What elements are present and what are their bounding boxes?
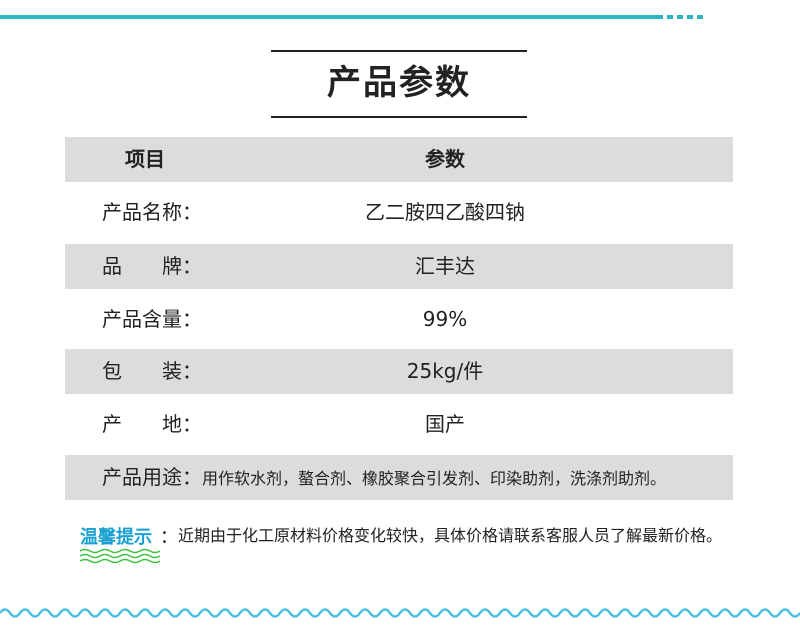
row-label: 产品含量：	[102, 307, 202, 331]
table-row: 品 牌： 汇丰达	[65, 244, 733, 289]
row-label: 包 装：	[102, 359, 202, 383]
tip-colon: ：	[160, 527, 178, 548]
table-header: 项目 参数	[65, 137, 733, 182]
header-item: 项目	[125, 147, 165, 171]
table-row: 产品名称： 乙二胺四乙酸四钠	[65, 190, 733, 235]
title-box: 产品参数	[271, 50, 527, 118]
row-label: 产 地：	[102, 412, 202, 436]
row-value: 汇丰达	[415, 254, 475, 278]
top-dash	[697, 15, 703, 19]
row-value: 25kg/件	[406, 359, 484, 383]
wave-decoration-icon	[80, 548, 160, 564]
header-param: 参数	[425, 147, 465, 171]
row-value: 乙二胺四乙酸四钠	[365, 200, 525, 224]
usage-label: 产品用途：	[102, 465, 202, 489]
table-row: 产品含量： 99%	[65, 297, 733, 342]
row-value: 国产	[425, 412, 465, 436]
table-row: 产 地： 国产	[65, 402, 733, 447]
tip-label: 温馨提示	[80, 527, 152, 548]
top-dash	[677, 15, 683, 19]
usage-row: 产品用途：用作软水剂，螯合剂、橡胶聚合引发剂、印染助剂，洗涤剂助剂。	[65, 455, 733, 500]
row-label: 产品名称：	[102, 200, 202, 224]
table-row: 包 装： 25kg/件	[65, 349, 733, 394]
row-label: 品 牌：	[102, 254, 202, 278]
bottom-wave-border-icon	[0, 608, 800, 618]
top-dash	[687, 15, 693, 19]
top-divider	[0, 15, 663, 19]
top-dash	[667, 15, 673, 19]
usage-value: 用作软水剂，螯合剂、橡胶聚合引发剂、印染助剂，洗涤剂助剂。	[202, 469, 667, 488]
page-title: 产品参数	[327, 63, 471, 103]
tip-text: 近期由于化工原材料价格变化较快，具体价格请联系客服人员了解最新价格。	[178, 526, 723, 545]
row-value: 99%	[422, 307, 468, 331]
